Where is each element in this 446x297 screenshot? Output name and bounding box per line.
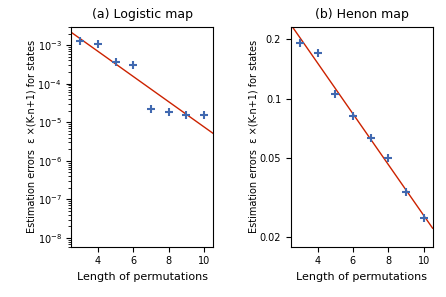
Title: (b) Henon map: (b) Henon map bbox=[315, 8, 409, 21]
Title: (a) Logistic map: (a) Logistic map bbox=[92, 8, 193, 21]
X-axis label: Length of permutations: Length of permutations bbox=[296, 272, 427, 282]
Y-axis label: Estimation errors  ε ×(K-n+1) for states: Estimation errors ε ×(K-n+1) for states bbox=[248, 40, 258, 233]
Y-axis label: Estimation errors  ε ×(K-n+1) for states: Estimation errors ε ×(K-n+1) for states bbox=[26, 40, 36, 233]
X-axis label: Length of permutations: Length of permutations bbox=[77, 272, 208, 282]
